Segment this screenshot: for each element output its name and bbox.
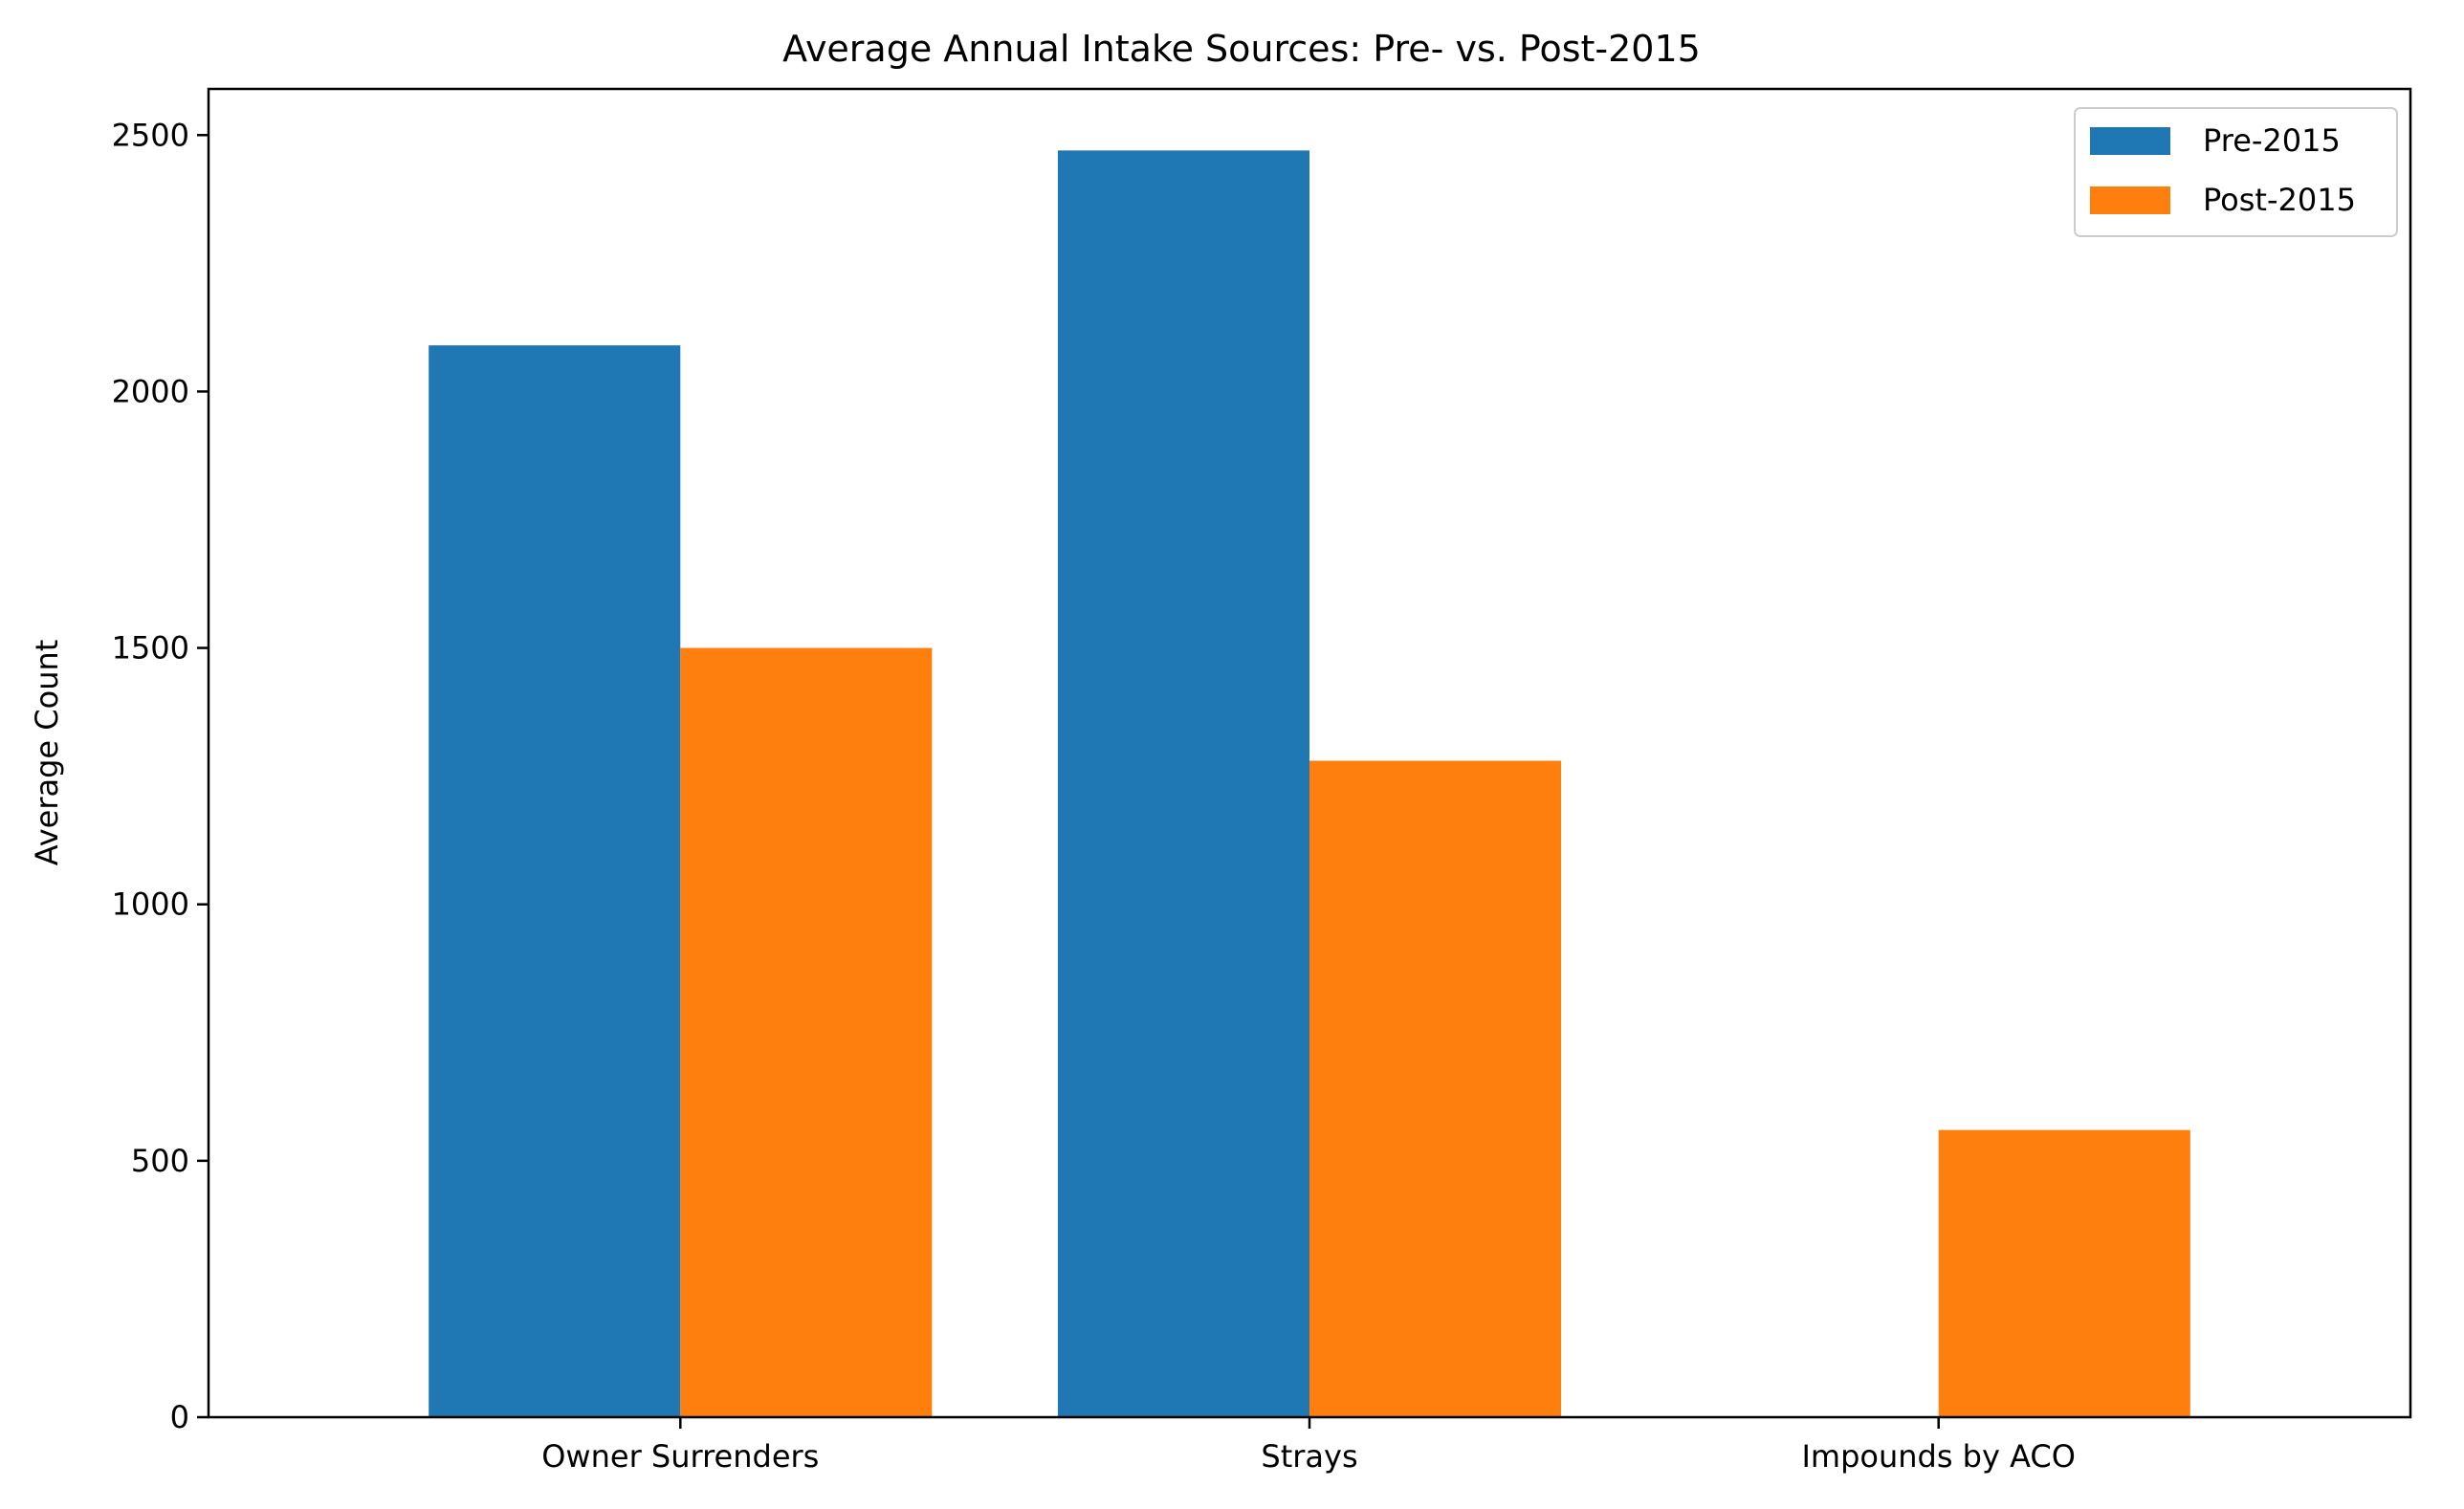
x-tick-label: Owner Surrenders xyxy=(541,1438,819,1475)
legend-swatch-pre-2015 xyxy=(2090,127,2170,155)
bar-post-2015-impounds-by-aco xyxy=(1938,1129,2190,1417)
bars-layer xyxy=(429,150,2190,1417)
y-tick-label: 500 xyxy=(131,1143,189,1179)
y-axis-label: Average Count xyxy=(29,640,65,866)
y-tick-label: 0 xyxy=(170,1399,189,1435)
plot-frame xyxy=(207,87,2412,1419)
y-tick-label: 1000 xyxy=(112,886,189,923)
y-tick-label: 2500 xyxy=(112,117,189,153)
x-tick-label: Impounds by ACO xyxy=(1801,1438,2076,1475)
legend-swatch-post-2015 xyxy=(2090,186,2170,214)
x-tick-label: Strays xyxy=(1261,1438,1357,1475)
bar-pre-2015-strays xyxy=(1057,150,1309,1417)
bar-pre-2015-owner-surrenders xyxy=(429,345,681,1417)
chart-title: Average Annual Intake Sources: Pre- vs. … xyxy=(782,28,1701,70)
bar-post-2015-strays xyxy=(1309,760,1562,1417)
legend-label-post-2015: Post-2015 xyxy=(2203,182,2356,218)
legend: Pre-2015 Post-2015 xyxy=(2074,107,2398,237)
y-tick-label: 2000 xyxy=(112,373,189,409)
x-axis-ticks: Owner Surrenders Strays Impounds by ACO xyxy=(541,1417,2076,1475)
legend-label-pre-2015: Pre-2015 xyxy=(2203,122,2341,159)
y-tick-label: 1500 xyxy=(112,630,189,667)
y-axis-ticks: 0 500 1000 1500 2000 2500 xyxy=(112,117,209,1435)
bar-post-2015-owner-surrenders xyxy=(680,647,933,1417)
